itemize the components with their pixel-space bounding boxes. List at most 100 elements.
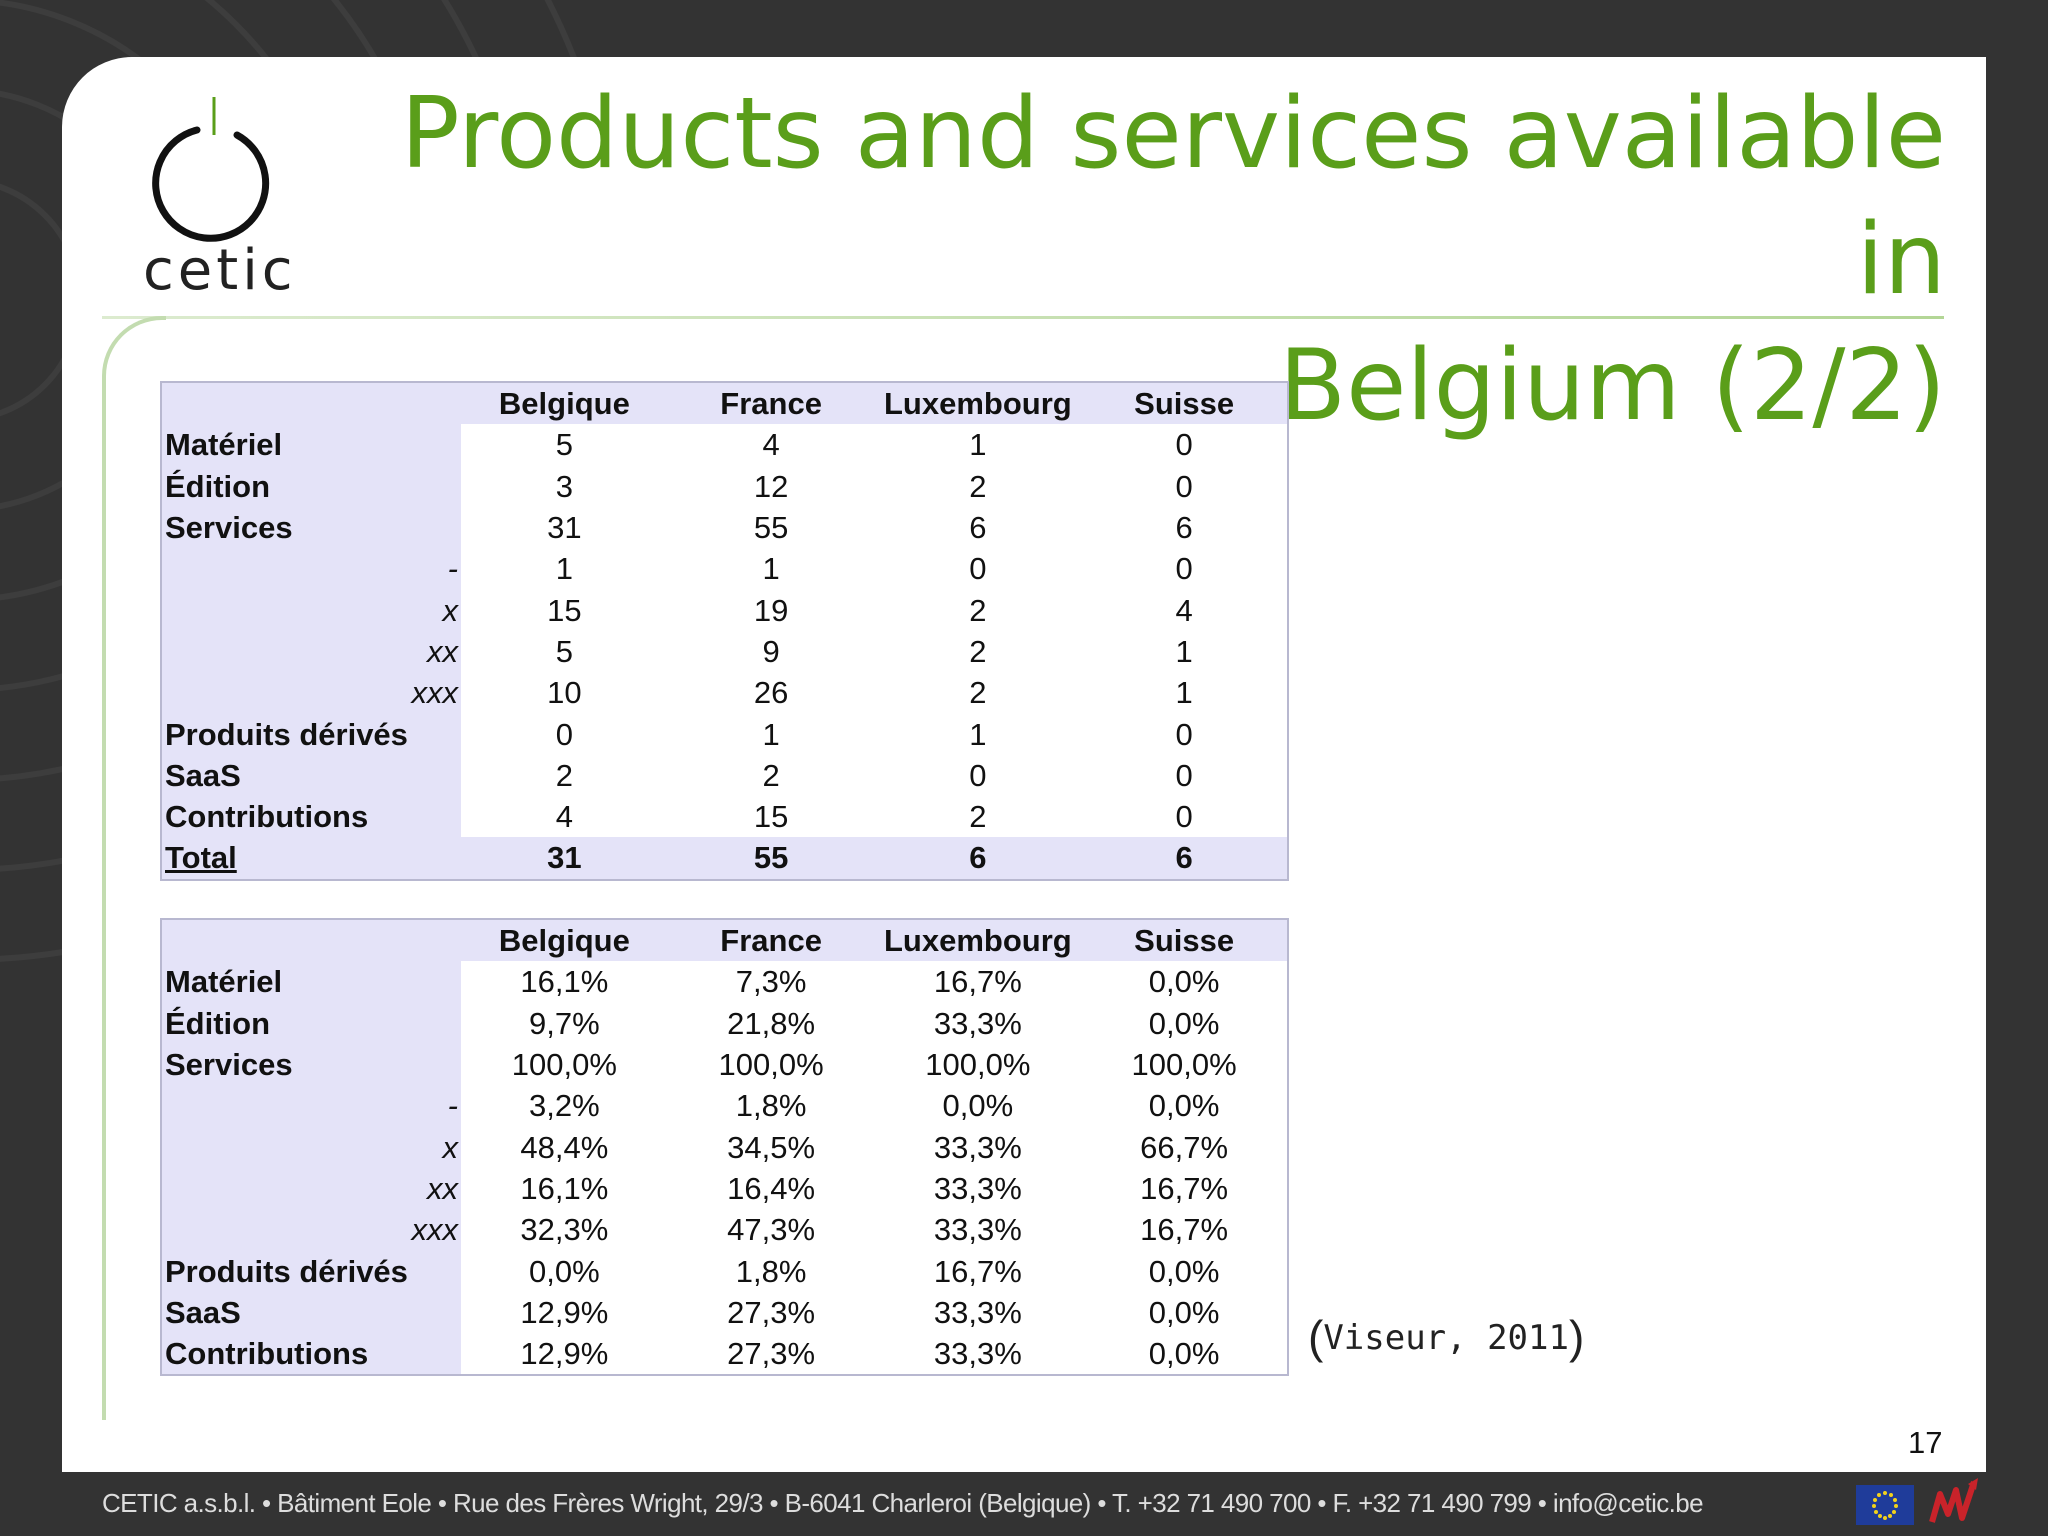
page-number: 17 xyxy=(1908,1425,1943,1460)
table-row: x 15 19 2 4 xyxy=(161,589,1288,631)
cell: 26 xyxy=(667,672,875,714)
cell: 1 xyxy=(874,713,1082,755)
title-divider xyxy=(102,316,1944,319)
cell: 31 xyxy=(461,506,668,549)
total-cell: 55 xyxy=(667,837,875,880)
column-header: Suisse xyxy=(1134,386,1235,422)
cell: 16,7% xyxy=(874,961,1082,1003)
cell: 16,7% xyxy=(1081,1167,1288,1210)
slide: cetic Products and services available in… xyxy=(62,57,1986,1472)
column-header: Belgique xyxy=(498,923,630,959)
cell: 10 xyxy=(461,672,668,714)
cell: 1 xyxy=(667,713,875,755)
cell: 2 xyxy=(874,465,1082,507)
page-title: Products and services available in Belgi… xyxy=(346,71,1946,449)
percent-table: Belgique France Luxembourg Suisse Matéri… xyxy=(160,918,1289,1377)
cell: 3,2% xyxy=(461,1085,668,1127)
cell: 1,8% xyxy=(667,1250,875,1292)
title-line-2: Belgium (2/2) xyxy=(1278,329,1946,443)
table-header-row: Belgique France Luxembourg Suisse xyxy=(161,382,1288,425)
row-label: Produits dérivés xyxy=(165,1253,408,1289)
cell: 16,1% xyxy=(461,961,668,1003)
row-label: Édition xyxy=(165,468,271,504)
cell: 2 xyxy=(874,630,1082,673)
cell: 15 xyxy=(461,589,668,631)
row-label: Contributions xyxy=(165,799,369,835)
cetic-logo: cetic xyxy=(102,75,302,315)
cell: 32,3% xyxy=(461,1209,668,1251)
row-label: Contributions xyxy=(165,1336,369,1372)
table-row: Édition 3 12 2 0 xyxy=(161,465,1288,507)
table-row: - 1 1 0 0 xyxy=(161,548,1288,590)
total-row: Total 31 55 6 6 xyxy=(161,837,1288,880)
cell: 66,7% xyxy=(1081,1126,1288,1168)
cell: 33,3% xyxy=(874,1002,1082,1044)
table-row: Services 31 55 6 6 xyxy=(161,506,1288,549)
cell: 1,8% xyxy=(667,1085,875,1127)
column-header: France xyxy=(720,386,822,422)
cell: 12 xyxy=(667,465,875,507)
cell: 27,3% xyxy=(667,1332,875,1376)
total-cell: 6 xyxy=(1081,837,1288,880)
cell: 0 xyxy=(1081,713,1288,755)
cell: 33,3% xyxy=(874,1291,1082,1333)
cell: 100,0% xyxy=(874,1043,1082,1086)
cell: 0 xyxy=(1081,754,1288,796)
cell: 0 xyxy=(1081,548,1288,590)
cell: 0 xyxy=(1081,424,1288,466)
column-header: Suisse xyxy=(1134,923,1235,959)
table-header-row: Belgique France Luxembourg Suisse xyxy=(161,919,1288,962)
cell: 5 xyxy=(461,424,668,466)
cell: 33,3% xyxy=(874,1209,1082,1251)
cell: 9,7% xyxy=(461,1002,668,1044)
table-row: Produits dérivés 0 1 1 0 xyxy=(161,713,1288,755)
row-label: Matériel xyxy=(165,964,283,1000)
logo-text: cetic xyxy=(143,238,297,303)
footer-address: CETIC a.s.b.l. • Bâtiment Eole • Rue des… xyxy=(102,1488,1704,1518)
table-row: x 48,4% 34,5% 33,3% 66,7% xyxy=(161,1126,1288,1168)
cell: 27,3% xyxy=(667,1291,875,1333)
cell: 33,3% xyxy=(874,1167,1082,1210)
cell: 16,1% xyxy=(461,1167,668,1210)
citation-text: Viseur, 2011 xyxy=(1323,1318,1569,1358)
row-label: xxx xyxy=(411,1212,459,1248)
cell: 0 xyxy=(874,754,1082,796)
cell: 19 xyxy=(667,589,875,631)
table-corner xyxy=(161,919,461,962)
cell: 100,0% xyxy=(667,1043,875,1086)
cell: 1 xyxy=(1081,630,1288,673)
cell: 2 xyxy=(461,754,668,796)
cell: 55 xyxy=(667,506,875,549)
cell: 47,3% xyxy=(667,1209,875,1251)
cell: 16,7% xyxy=(874,1250,1082,1292)
cell: 1 xyxy=(874,424,1082,466)
cell: 34,5% xyxy=(667,1126,875,1168)
cell: 12,9% xyxy=(461,1332,668,1376)
column-header: Belgique xyxy=(498,386,630,422)
cell: 3 xyxy=(461,465,668,507)
cell: 0 xyxy=(874,548,1082,590)
table-row: Matériel 16,1% 7,3% 16,7% 0,0% xyxy=(161,961,1288,1003)
cell: 2 xyxy=(874,672,1082,714)
table-row: xxx 32,3% 47,3% 33,3% 16,7% xyxy=(161,1209,1288,1251)
row-label: SaaS xyxy=(165,757,241,793)
cell: 1 xyxy=(667,548,875,590)
row-label: Matériel xyxy=(165,427,283,463)
cell: 0,0% xyxy=(1081,1085,1288,1127)
cell: 7,3% xyxy=(667,961,875,1003)
cell: 9 xyxy=(667,630,875,673)
cell: 33,3% xyxy=(874,1332,1082,1376)
cell: 2 xyxy=(874,589,1082,631)
citation-open-paren: ( xyxy=(1308,1311,1324,1363)
row-label: Services xyxy=(165,510,293,546)
table-row: SaaS 2 2 0 0 xyxy=(161,754,1288,796)
cell: 0,0% xyxy=(1081,1291,1288,1333)
cell: 100,0% xyxy=(461,1043,668,1086)
citation-close-paren: ) xyxy=(1568,1311,1585,1363)
row-label: xxx xyxy=(411,675,459,711)
total-cell: 31 xyxy=(461,837,668,880)
cell: 12,9% xyxy=(461,1291,668,1333)
cell: 4 xyxy=(461,795,668,838)
table-row: Contributions 12,9% 27,3% 33,3% 0,0% xyxy=(161,1332,1288,1376)
cell: 6 xyxy=(874,506,1082,549)
